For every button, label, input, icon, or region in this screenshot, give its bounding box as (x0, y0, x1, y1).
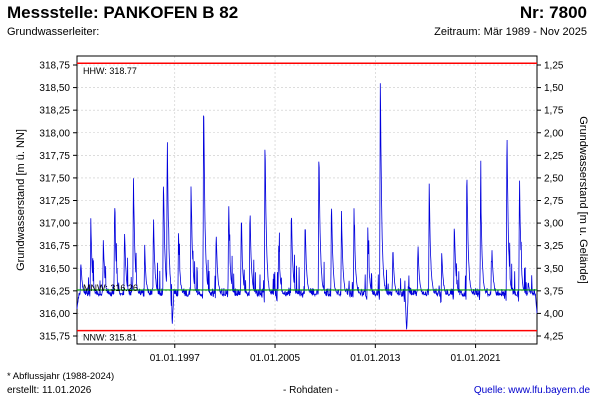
y2-tick-label: 4,25 (544, 332, 564, 343)
x-tick-label: 01.01.2005 (250, 353, 300, 364)
y2-tick-label: 3,75 (544, 286, 564, 297)
plot-frame (76, 55, 538, 345)
groundwater-level-line (76, 83, 538, 330)
y-tick-label: 318,75 (39, 61, 70, 72)
aquifer-label: Grundwasserleiter: (7, 26, 100, 38)
reference-label: NNW: 315.81 (83, 333, 137, 343)
series-layer (76, 83, 538, 330)
y2-tick-label: 1,50 (544, 83, 564, 94)
footnote: * Abflussjahr (1988-2024) (7, 371, 115, 382)
y-tick-label: 317,00 (39, 219, 70, 230)
y-tick-label: 317,50 (39, 173, 70, 184)
y-tick-label: 318,50 (39, 83, 70, 94)
tick-labels: 318,75 1,25 318,50 1,50 318,25 1,75 318,00 2,00… (39, 61, 563, 365)
y2-tick-label: 2,50 (544, 173, 564, 184)
y2-tick-label: 3,00 (544, 219, 564, 230)
x-tick-label: 01.01.1997 (150, 353, 200, 364)
y2-tick-label: 1,25 (544, 61, 564, 72)
y-tick-label: 317,25 (39, 196, 70, 207)
period-label: Zeitraum: Mär 1989 - Nov 2025 (434, 26, 587, 38)
reference-label: MNW: 316.26 (83, 283, 138, 293)
y-tick-label: 316,75 (39, 241, 70, 252)
reference-lines: HHW: 318.77 MNW: 316.26 NNW: 315.81 (77, 62, 537, 343)
y2-tick-label: 4,00 (544, 309, 564, 320)
y-tick-label: 317,75 (39, 151, 70, 162)
reference-label: HHW: 318.77 (83, 66, 137, 76)
x-tick-label: 01.01.2021 (451, 353, 501, 364)
source-link[interactable]: Quelle: www.lfu.bayern.de (473, 385, 590, 396)
grid-lines (77, 56, 537, 344)
y-tick-label: 316,25 (39, 286, 70, 297)
y-tick-label: 318,25 (39, 106, 70, 117)
y2-tick-label: 3,50 (544, 264, 564, 275)
station-number: Nr: 7800 (519, 3, 587, 22)
y2-tick-label: 2,25 (544, 151, 564, 162)
y2-axis-label: Grundwasserstand [m u. Gelände] (577, 116, 589, 284)
y2-tick-label: 3,25 (544, 241, 564, 252)
rawdata-note: - Rohdaten - (283, 385, 339, 396)
y2-tick-label: 2,00 (544, 128, 564, 139)
y-tick-label: 318,00 (39, 128, 70, 139)
y2-tick-label: 1,75 (544, 106, 564, 117)
y-tick-label: 315,75 (39, 332, 70, 343)
x-tick-label: 01.01.2013 (350, 353, 400, 364)
y-tick-label: 316,50 (39, 264, 70, 275)
station-title: Messstelle: PANKOFEN B 82 (7, 3, 239, 22)
y-axis-label: Grundwasserstand [m ü. NN] (15, 129, 27, 271)
y2-tick-label: 2,75 (544, 196, 564, 207)
created-date: erstellt: 11.01.2026 (7, 385, 92, 396)
y-tick-label: 316,00 (39, 309, 70, 320)
